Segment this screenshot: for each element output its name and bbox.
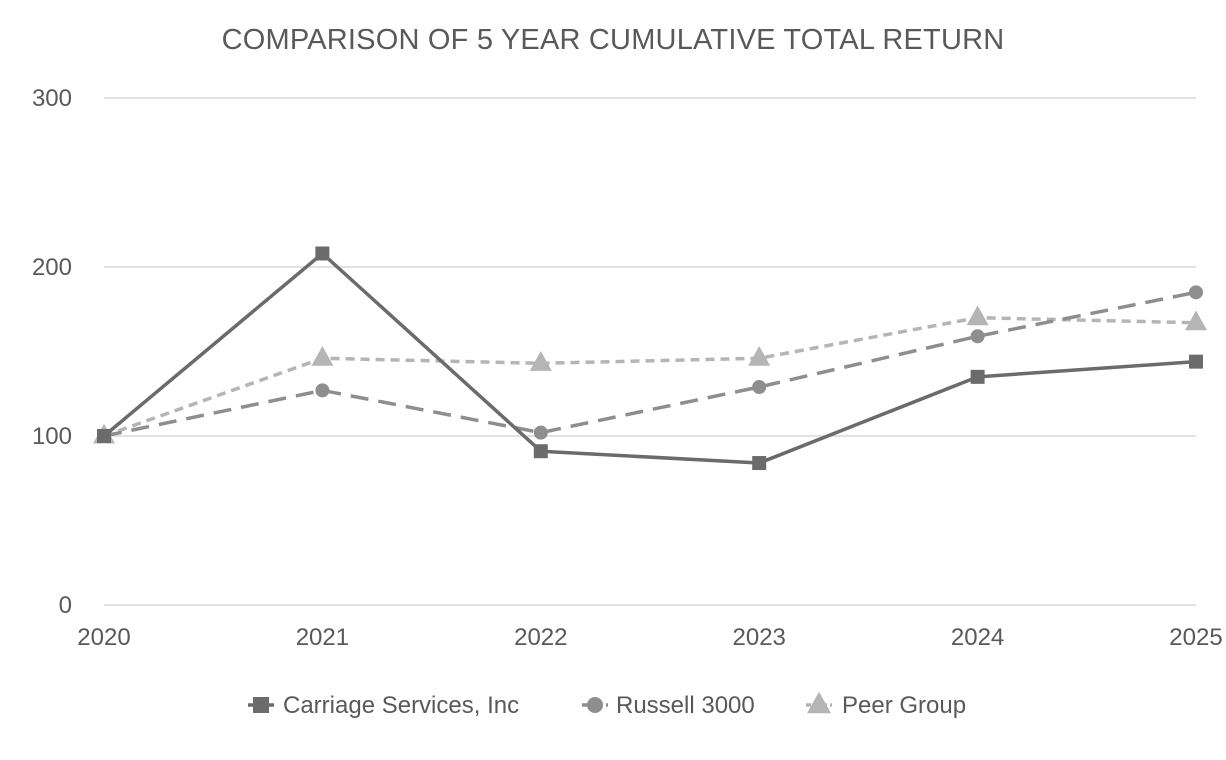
x-tick-label: 2022	[514, 624, 567, 651]
y-axis-ticks: 0 100 200 300	[32, 85, 72, 619]
chart-title: COMPARISON OF 5 YEAR CUMULATIVE TOTAL RE…	[221, 24, 1005, 56]
square-marker	[253, 697, 269, 713]
y-tick-label: 200	[32, 254, 72, 281]
legend-label: Peer Group	[842, 692, 966, 719]
series-layer	[93, 246, 1207, 471]
series-square	[97, 246, 1203, 471]
series-line	[103, 290, 1197, 438]
legend-label: Russell 3000	[616, 692, 755, 719]
series-line	[102, 251, 1197, 465]
series-circle	[97, 285, 1203, 443]
triangle-marker	[311, 345, 334, 366]
series-line	[103, 315, 1197, 438]
triangle-marker	[1185, 310, 1207, 331]
square-marker	[97, 429, 111, 443]
square-marker	[533, 444, 548, 459]
triangle-marker	[807, 691, 831, 714]
legend-item: Carriage Services, Inc	[248, 692, 519, 719]
x-tick-label: 2024	[951, 624, 1004, 651]
x-tick-label: 2023	[733, 624, 786, 651]
x-tick-label: 2025	[1169, 624, 1222, 651]
circle-marker	[752, 379, 767, 394]
x-tick-label: 2021	[296, 624, 349, 651]
circle-marker	[315, 383, 330, 398]
circle-marker	[587, 697, 603, 713]
legend: Carriage Services, Inc Russell 3000 Peer G…	[248, 691, 966, 719]
square-marker	[970, 369, 985, 384]
x-axis-ticks: 2020 2021 2022 2023 2024 2025	[77, 624, 1222, 651]
triangle-marker	[529, 351, 552, 371]
circle-marker	[533, 425, 548, 440]
legend-label: Carriage Services, Inc	[283, 692, 519, 719]
triangle-marker	[748, 345, 771, 366]
circle-marker	[970, 329, 985, 344]
y-tick-label: 100	[32, 423, 72, 450]
square-marker	[315, 246, 330, 261]
series-triangle	[93, 305, 1207, 444]
circle-marker	[1189, 285, 1203, 300]
square-marker	[752, 456, 767, 471]
triangle-marker	[966, 305, 989, 326]
x-tick-label: 2020	[77, 624, 130, 651]
legend-item: Russell 3000	[582, 692, 755, 719]
y-tick-label: 300	[32, 85, 72, 112]
grid-layer	[104, 97, 1196, 606]
square-marker	[1189, 354, 1203, 369]
y-tick-label: 0	[59, 592, 72, 619]
legend-item: Peer Group	[806, 691, 966, 719]
